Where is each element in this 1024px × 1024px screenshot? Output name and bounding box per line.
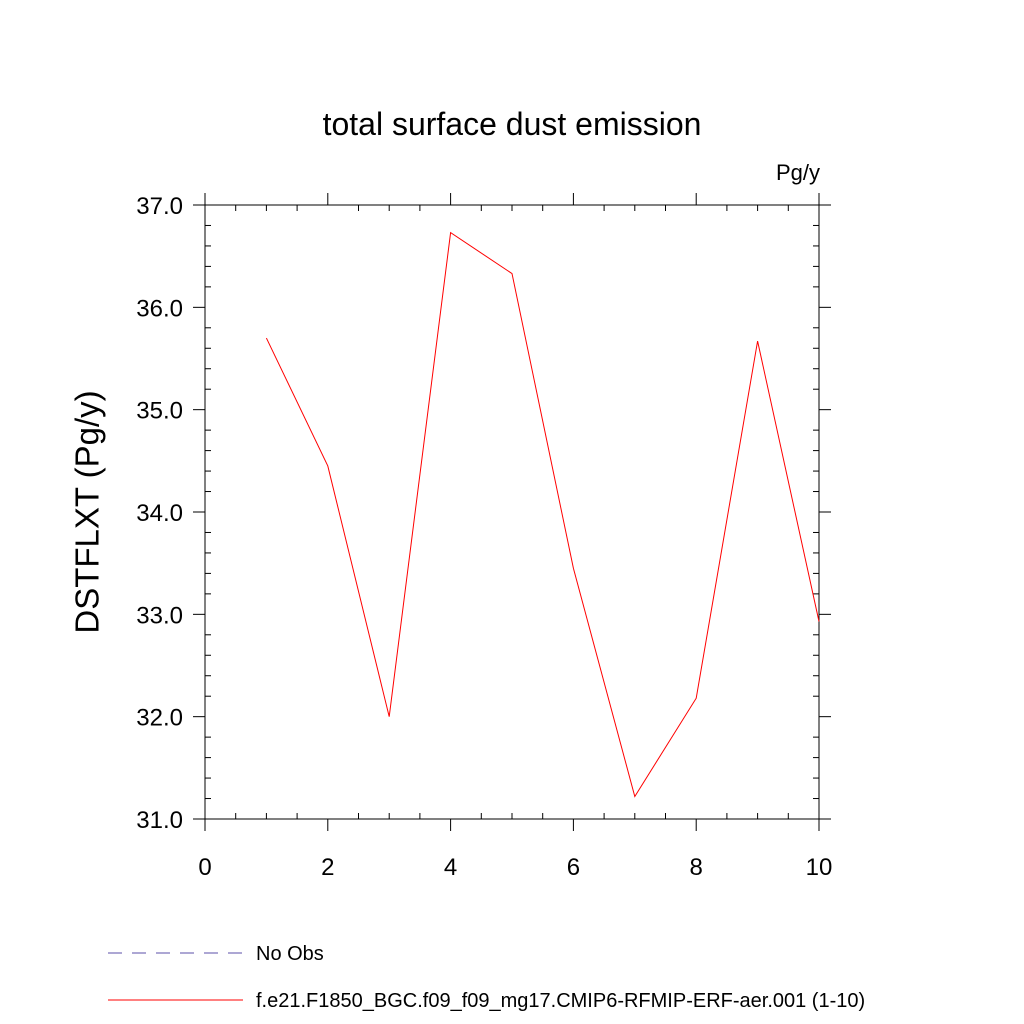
y-tick-label: 37.0 [136, 193, 183, 220]
units-label: Pg/y [776, 160, 820, 185]
y-tick-label: 34.0 [136, 500, 183, 527]
legend-label-model-run: f.e21.F1850_BGC.f09_f09_mg17.CMIP6-RFMIP… [256, 990, 865, 1012]
y-tick-label: 36.0 [136, 295, 183, 322]
y-tick-label: 32.0 [136, 705, 183, 732]
y-tick-label: 33.0 [136, 602, 183, 629]
x-axis-ticks [204, 193, 820, 831]
y-tick-label: 35.0 [136, 398, 183, 425]
series-layer [265, 231, 820, 798]
legend-label-no-obs: No Obs [256, 943, 324, 965]
x-tick-label: 2 [321, 854, 334, 881]
legend: No Obs f.e21.F1850_BGC.f09_f09_mg17.CMIP… [108, 943, 865, 1012]
y-axis-ticks [193, 204, 831, 820]
x-tick-label: 0 [198, 854, 211, 881]
x-tick-label: 8 [690, 854, 703, 881]
series-line [265, 231, 820, 798]
y-tick-label: 31.0 [136, 807, 183, 834]
plot-frame [204, 204, 820, 820]
x-tick-label: 6 [567, 854, 580, 881]
x-tick-label: 10 [806, 854, 833, 881]
y-axis-label: DSTFLXT (Pg/y) [69, 390, 106, 633]
chart-title: total surface dust emission [323, 106, 702, 142]
y-axis-tick-labels: 31.0 32.0 33.0 34.0 35.0 36.0 37.0 [136, 193, 183, 834]
x-axis-tick-labels: 0 2 4 6 8 10 [198, 854, 832, 881]
x-tick-label: 4 [444, 854, 457, 881]
